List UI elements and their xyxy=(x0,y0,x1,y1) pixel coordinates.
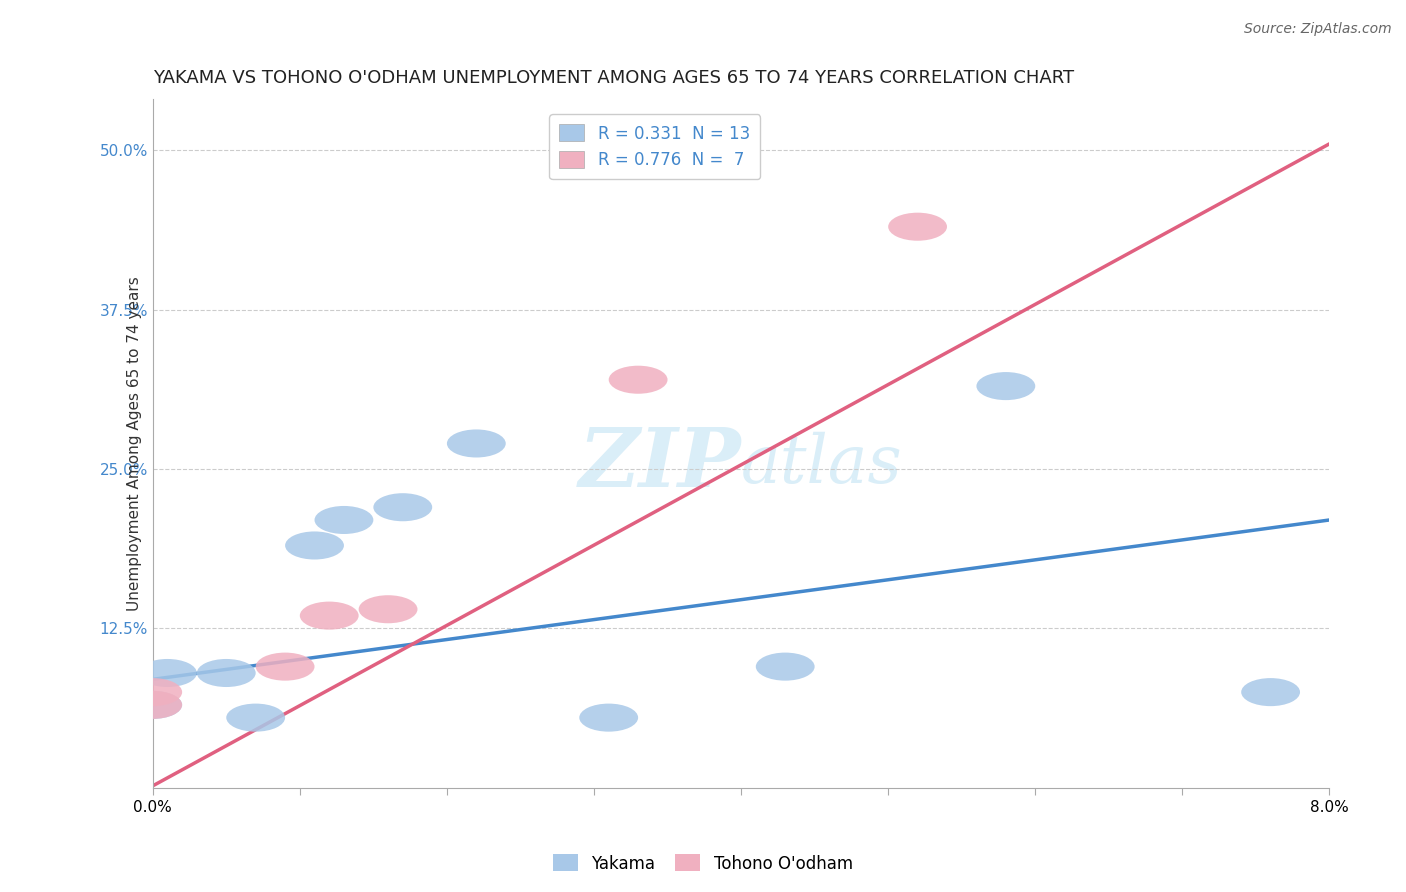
Text: YAKAMA VS TOHONO O'ODHAM UNEMPLOYMENT AMONG AGES 65 TO 74 YEARS CORRELATION CHAR: YAKAMA VS TOHONO O'ODHAM UNEMPLOYMENT AM… xyxy=(153,69,1074,87)
Legend: Yakama, Tohono O'odham: Yakama, Tohono O'odham xyxy=(547,847,859,880)
Ellipse shape xyxy=(447,429,506,458)
Ellipse shape xyxy=(197,659,256,687)
Ellipse shape xyxy=(1241,678,1301,706)
Ellipse shape xyxy=(226,704,285,731)
Ellipse shape xyxy=(256,653,315,681)
Ellipse shape xyxy=(976,372,1035,401)
Text: ZIP: ZIP xyxy=(578,424,741,504)
Ellipse shape xyxy=(359,595,418,624)
Ellipse shape xyxy=(756,653,814,681)
Text: atlas: atlas xyxy=(741,432,903,497)
Ellipse shape xyxy=(285,532,344,559)
Ellipse shape xyxy=(889,212,948,241)
Ellipse shape xyxy=(374,493,432,521)
Ellipse shape xyxy=(124,690,183,719)
Ellipse shape xyxy=(609,366,668,393)
Ellipse shape xyxy=(124,690,183,719)
Legend: R = 0.331  N = 13, R = 0.776  N =  7: R = 0.331 N = 13, R = 0.776 N = 7 xyxy=(550,114,761,179)
Text: Source: ZipAtlas.com: Source: ZipAtlas.com xyxy=(1244,22,1392,37)
Ellipse shape xyxy=(124,678,183,706)
Ellipse shape xyxy=(138,659,197,687)
Ellipse shape xyxy=(299,601,359,630)
Ellipse shape xyxy=(579,704,638,731)
Y-axis label: Unemployment Among Ages 65 to 74 years: Unemployment Among Ages 65 to 74 years xyxy=(127,277,142,611)
Ellipse shape xyxy=(315,506,374,534)
